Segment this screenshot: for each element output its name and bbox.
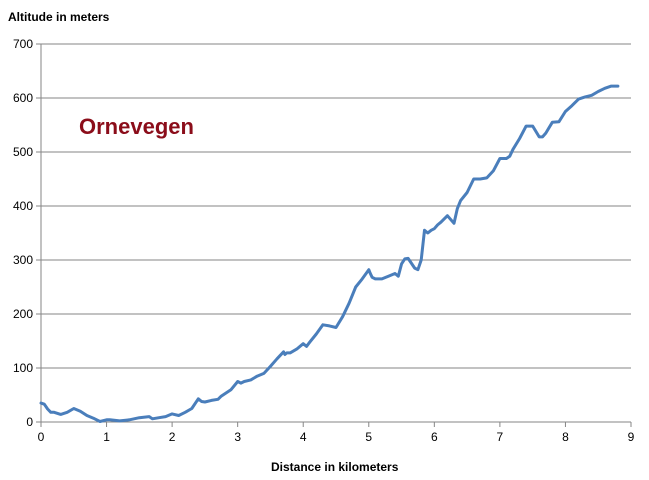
y-axis-title: Altitude in meters [8,10,110,24]
y-tick-label: 300 [13,253,33,267]
x-tick-label: 9 [628,430,635,444]
altitude-line [39,84,620,423]
y-tick-label: 700 [13,37,33,51]
y-tick-label: 200 [13,307,33,321]
y-tick-label: 600 [13,91,33,105]
x-tick-label: 2 [169,430,176,444]
x-tick-label: 5 [365,430,372,444]
x-tick-label: 1 [103,430,110,444]
x-tick-label: 4 [300,430,307,444]
gridlines [36,43,631,423]
x-tick-label: 0 [38,430,45,444]
y-tick-label: 400 [13,199,33,213]
x-axis-title: Distance in kilometers [271,460,399,474]
series-group [39,84,620,423]
y-tick-label: 0 [26,415,33,429]
y-tick-labels: 0 100 200 300 400 500 600 700 [13,37,33,429]
y-tick-label: 500 [13,145,33,159]
y-tick-label: 100 [13,361,33,375]
x-tick-label: 6 [431,430,438,444]
x-tick-label: 3 [234,430,241,444]
axes [40,44,632,427]
chart-title: Ornevegen [79,114,194,139]
x-tick-label: 8 [562,430,569,444]
x-tick-label: 7 [497,430,504,444]
x-tick-labels: 0 1 2 3 4 5 6 7 8 9 [38,430,635,444]
